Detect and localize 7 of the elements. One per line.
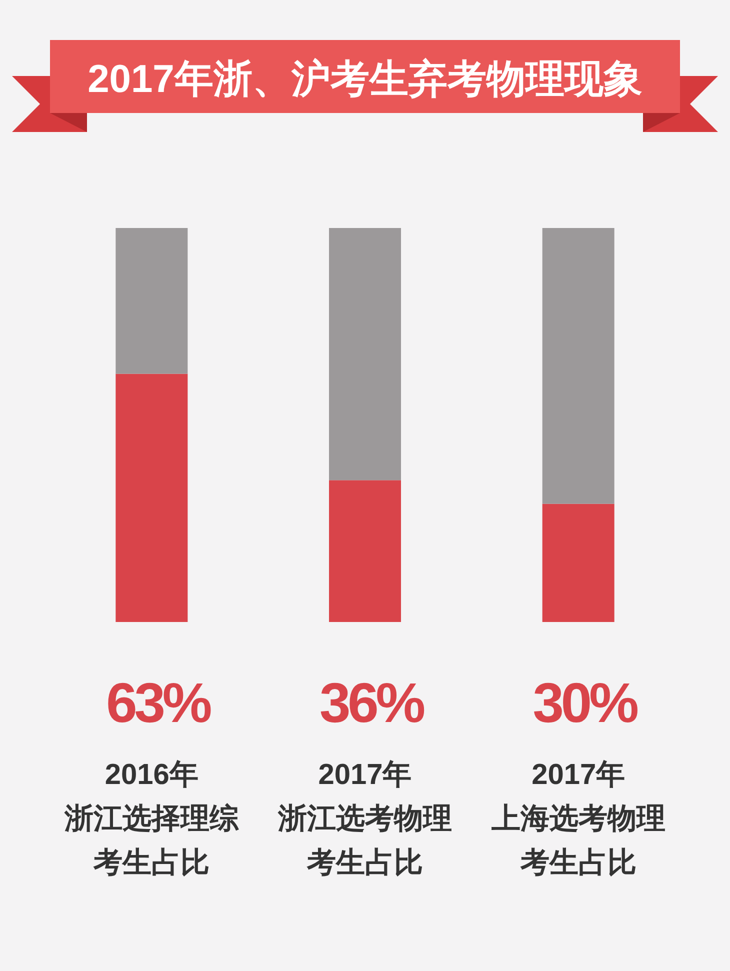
x-tick-label: 2017年浙江选考物理考生占比 (277, 759, 452, 879)
data-label: 36% (319, 671, 425, 734)
chart-title: 2017年浙、沪考生弃考物理现象 (88, 57, 642, 101)
x-tick-label: 2016年浙江选择理综考生占比 (64, 759, 240, 879)
data-label: 30% (532, 671, 638, 734)
x-tick-label: 2017年上海选考物理考生占比 (490, 759, 666, 879)
data-label: 63% (106, 671, 212, 734)
